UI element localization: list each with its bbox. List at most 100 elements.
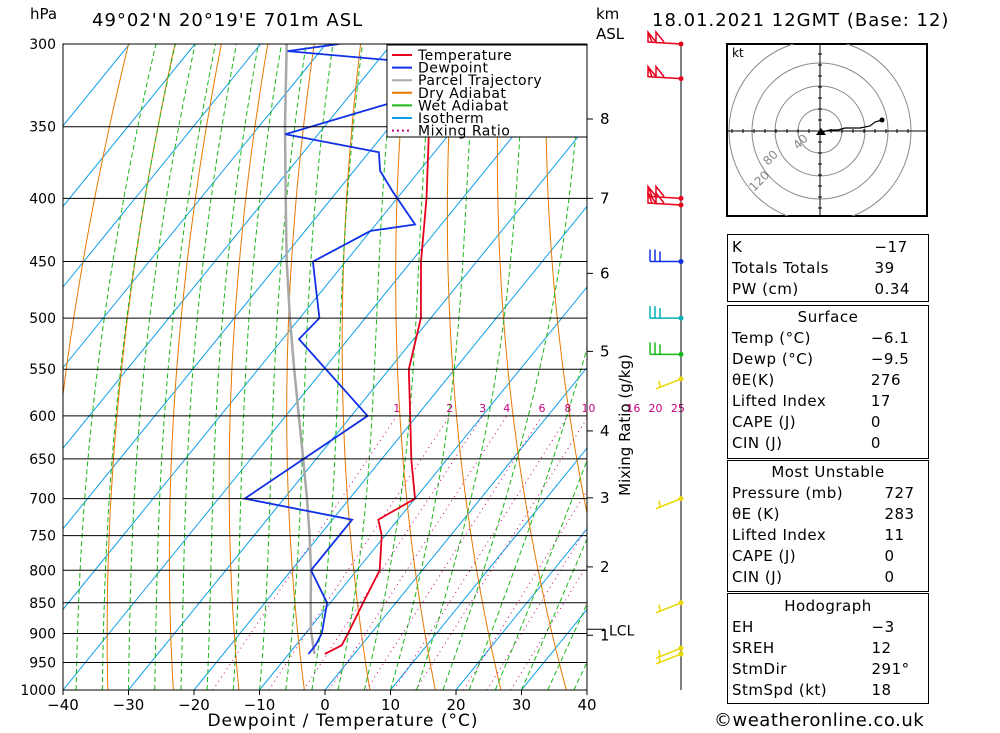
hodograph-unit-label: kt xyxy=(732,46,744,60)
legend-label: Temperature xyxy=(417,48,512,64)
pressure-tick-label: 800 xyxy=(29,563,56,579)
wind-barb xyxy=(655,645,684,659)
mu-label: CAPE (J) xyxy=(732,546,797,565)
mu-value: 11 xyxy=(884,525,905,544)
mu-row: θE (K) 283 xyxy=(728,503,928,524)
surface-value: 0 xyxy=(870,433,881,452)
km-tick-label: 5 xyxy=(600,342,610,360)
hodograph-index-table: Hodograph EH −3 SREH 12 StmDir 291° StmSpd (kt… xyxy=(728,595,928,700)
wind-barb xyxy=(655,600,684,614)
wind-barb xyxy=(649,306,684,321)
mu-row: CIN (J) 0 xyxy=(728,566,928,587)
x-tick-label: 20 xyxy=(446,696,465,714)
wind-barb xyxy=(649,249,684,265)
location-title: 49°02'N 20°19'E 701m ASL xyxy=(92,10,364,31)
km-tick-label: 7 xyxy=(600,189,610,207)
dry-adiabat-line xyxy=(341,44,371,690)
surface-label: CAPE (J) xyxy=(732,412,797,431)
surface-label: Lifted Index xyxy=(732,391,827,410)
hodograph-index-box xyxy=(727,593,929,704)
wind-barb xyxy=(647,29,684,47)
wet-adiabat-line xyxy=(442,44,583,690)
wind-barb-shape xyxy=(655,602,682,614)
isotherm-line xyxy=(63,44,261,288)
wet-adiabat-line xyxy=(521,537,587,690)
surface-label: θE(K) xyxy=(732,370,775,389)
x-tick-label: −20 xyxy=(178,696,210,714)
copyright-text: ©weatheronline.co.uk xyxy=(714,710,925,731)
x-tick-label: −40 xyxy=(47,696,79,714)
wind-barb-shape xyxy=(655,378,682,390)
wet-adiabat-line xyxy=(259,44,307,690)
legend-label: Isotherm xyxy=(418,111,484,127)
wet-adiabat-line xyxy=(180,44,237,690)
wet-adiabat-line xyxy=(416,44,526,690)
index-label: K xyxy=(732,237,743,256)
mixing-ratio-label: 10 xyxy=(582,402,596,415)
hodograph-frame xyxy=(726,43,928,217)
index-label: Totals Totals xyxy=(732,258,829,277)
pressure-tick-label: 400 xyxy=(29,191,56,207)
wind-barb-shape xyxy=(647,190,682,206)
wind-barb xyxy=(649,342,684,357)
pressure-tick-label: 450 xyxy=(29,255,56,271)
km-tick-label: 6 xyxy=(600,264,610,282)
wind-barb xyxy=(655,496,684,510)
hodograph-end-dot xyxy=(879,117,885,123)
wet-adiabat-line xyxy=(390,44,476,690)
isotherm-line xyxy=(63,44,130,127)
wet-adiabat-line xyxy=(128,44,196,690)
wet-adiabat-line xyxy=(101,44,176,690)
pressure-tick-label: 350 xyxy=(29,120,56,136)
datetime-title: 18.01.2021 12GMT (Base: 12) xyxy=(652,10,950,31)
x-axis-label: Dewpoint / Temperature (°C) xyxy=(207,711,478,731)
wind-barb-shape xyxy=(647,29,682,45)
km-tick-label: 2 xyxy=(600,558,610,576)
dry-adiabat-line xyxy=(446,44,502,690)
isotherm-line xyxy=(390,447,587,690)
hodo-row: EH −3 xyxy=(728,616,928,637)
index-row: K −17 xyxy=(728,236,928,257)
pressure-tick-label: 1000 xyxy=(20,683,56,699)
mu-value: 0 xyxy=(884,546,895,565)
hodograph-trace xyxy=(821,119,883,133)
hpa-label: hPa xyxy=(30,5,57,23)
x-tick-label: 10 xyxy=(381,696,400,714)
surface-value: 276 xyxy=(870,370,901,389)
wind-barb-shape xyxy=(649,342,681,356)
mixing-ratio-axis-label: Mixing Ratio (g/kg) xyxy=(616,354,634,496)
x-tick-label: 30 xyxy=(512,696,531,714)
surface-row: Temp (°C) −6.1 xyxy=(728,327,928,348)
mixing-ratio-label: 3 xyxy=(479,402,486,415)
pressure-tick-label: 550 xyxy=(29,362,56,378)
wind-barb xyxy=(647,190,684,208)
surface-row: Lifted Index 17 xyxy=(728,390,928,411)
hodo-row: StmDir 291° xyxy=(728,658,928,679)
mixing-ratio-label: 8 xyxy=(564,402,571,415)
index-row: Totals Totals 39 xyxy=(728,257,928,278)
mu-value: 283 xyxy=(884,504,915,523)
isotherm-line xyxy=(324,366,587,690)
x-tick-label: 0 xyxy=(320,696,330,714)
surface-value: −9.5 xyxy=(870,349,910,368)
index-label: PW (cm) xyxy=(732,279,799,298)
wind-barb-shape xyxy=(655,653,682,665)
mixing-ratio-line xyxy=(486,526,587,690)
legend-label: Dry Adiabat xyxy=(418,86,506,102)
mixing-ratio-label: 2 xyxy=(446,402,453,415)
mixing-ratio-label: 25 xyxy=(671,402,685,415)
pressure-tick-label: 700 xyxy=(29,492,56,508)
indices-top-table: K −17 Totals Totals 39 PW (cm) 0.34 xyxy=(728,236,928,299)
isotherm-line xyxy=(63,44,392,450)
x-tick-label: 40 xyxy=(577,696,596,714)
surface-row: θE(K) 276 xyxy=(728,369,928,390)
index-value: 0.34 xyxy=(874,279,910,298)
index-value: 39 xyxy=(874,258,895,277)
hodo-row: StmSpd (kt) 18 xyxy=(728,679,928,700)
wind-barb xyxy=(655,651,684,665)
mixing-ratio-line xyxy=(212,415,398,690)
dry-adiabat-line xyxy=(228,44,269,690)
x-tick-label: −10 xyxy=(244,696,276,714)
